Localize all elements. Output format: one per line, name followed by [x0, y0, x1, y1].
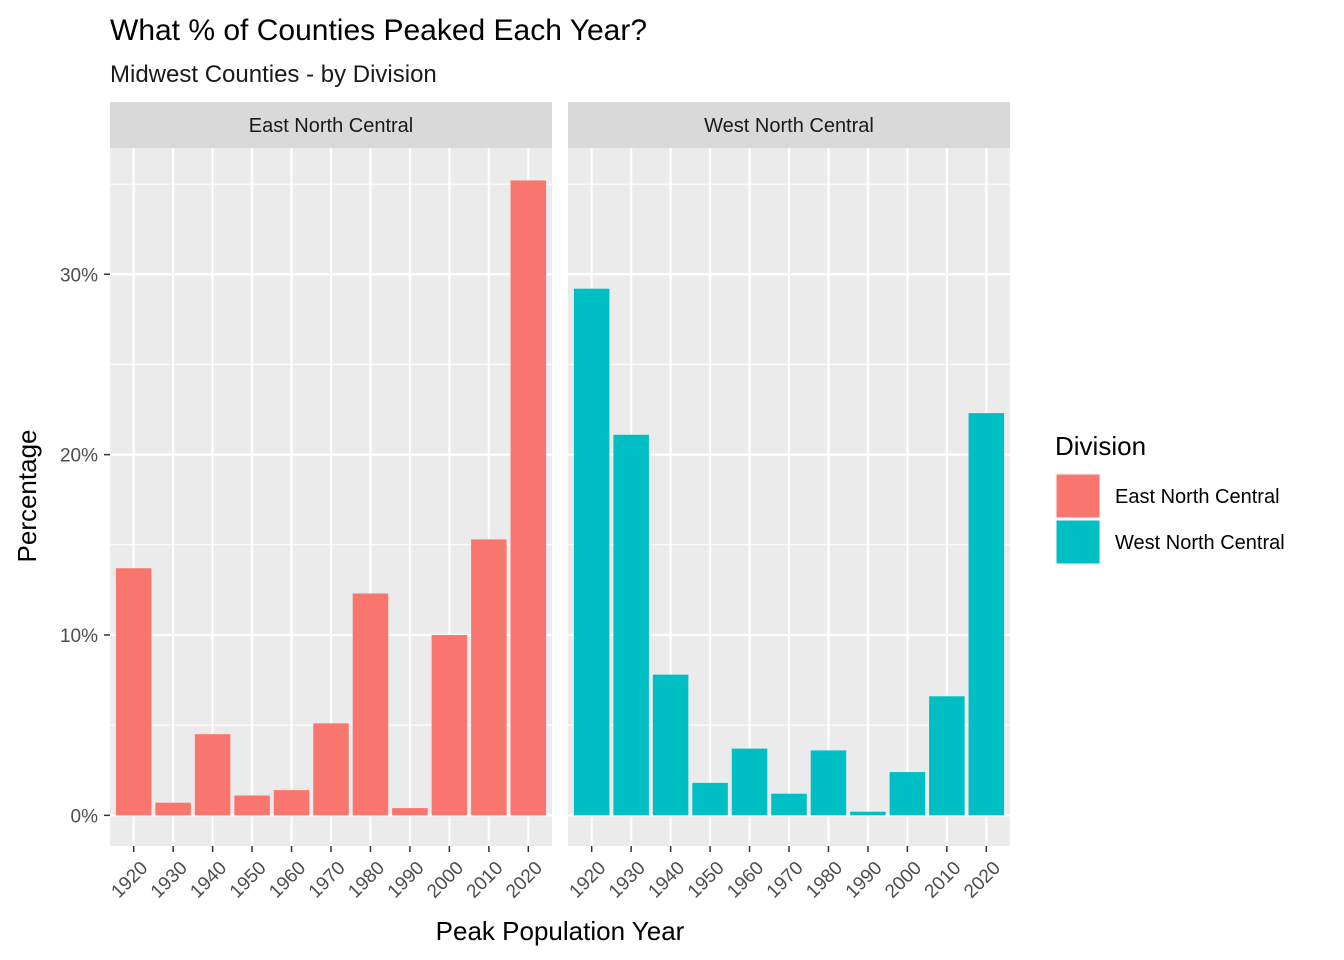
x-tick-label: 1990: [384, 858, 429, 903]
x-tick-label: 1980: [802, 858, 847, 903]
bar: [968, 413, 1005, 816]
x-tick-label: 1920: [108, 858, 153, 903]
x-tick-label: 1950: [226, 858, 271, 903]
x-tick-label: 1970: [763, 858, 808, 903]
bar: [273, 790, 310, 816]
x-tick-label: 2010: [921, 858, 966, 903]
x-tick-label: 1920: [566, 858, 611, 903]
bar: [889, 772, 926, 816]
x-tick-label: 2020: [960, 858, 1005, 903]
facet-strip-label: West North Central: [704, 115, 874, 137]
x-tick-label: 2000: [423, 858, 468, 903]
bar: [471, 539, 507, 816]
legend: Division East North Central West North Ce…: [1055, 431, 1285, 565]
legend-title: Division: [1055, 431, 1146, 461]
bar: [850, 811, 886, 816]
bar: [573, 288, 610, 816]
facet-strip-label: East North Central: [249, 115, 414, 137]
bar: [613, 434, 649, 816]
bar: [692, 782, 728, 816]
legend-label: West North Central: [1115, 532, 1285, 554]
bar: [313, 723, 349, 816]
x-tick-label: 1930: [605, 858, 650, 903]
x-tick-label: 1940: [644, 858, 689, 903]
x-tick-label: 1960: [723, 858, 768, 903]
x-tick-label: 1990: [842, 858, 887, 903]
chart-title: What % of Counties Peaked Each Year?: [110, 14, 647, 47]
bar: [771, 793, 807, 816]
bar: [352, 593, 389, 816]
y-tick-label: 30%: [60, 265, 98, 286]
x-tick-label: 2020: [502, 858, 547, 903]
bar: [510, 180, 547, 816]
facet-strip: [110, 102, 552, 148]
legend-label: East North Central: [1115, 486, 1280, 508]
x-tick-label: 2010: [463, 858, 508, 903]
x-tick-label: 1940: [186, 858, 231, 903]
y-axis-title: Percentage: [12, 430, 42, 563]
bar: [929, 696, 965, 816]
bar: [392, 808, 428, 816]
facet-strip: [568, 102, 1010, 148]
bar: [810, 750, 847, 816]
bar: [431, 634, 468, 816]
y-tick-label: 20%: [60, 446, 98, 467]
bar: [115, 568, 152, 816]
x-tick-label: 1970: [305, 858, 350, 903]
facet-panels: East North Central1920193019401950196019…: [108, 102, 1010, 902]
y-tick-label: 0%: [71, 806, 99, 827]
bar: [731, 748, 768, 816]
facet-panel: West North Central1920193019401950196019…: [566, 102, 1010, 902]
bar: [234, 795, 270, 816]
legend-swatch: [1055, 519, 1101, 565]
bar: [155, 802, 191, 816]
bar: [194, 734, 231, 816]
chart-subtitle: Midwest Counties - by Division: [110, 61, 437, 88]
facet-panel: East North Central1920193019401950196019…: [108, 102, 552, 902]
legend-swatch: [1055, 473, 1101, 519]
x-tick-label: 2000: [881, 858, 926, 903]
y-axis: 0% 10% 20% 30%: [60, 265, 110, 827]
x-axis-title: Peak Population Year: [436, 916, 685, 946]
x-tick-label: 1950: [684, 858, 729, 903]
x-tick-label: 1980: [344, 858, 389, 903]
bar: [652, 674, 689, 816]
x-tick-label: 1930: [147, 858, 192, 903]
x-tick-label: 1960: [265, 858, 310, 903]
y-tick-label: 10%: [60, 626, 98, 647]
